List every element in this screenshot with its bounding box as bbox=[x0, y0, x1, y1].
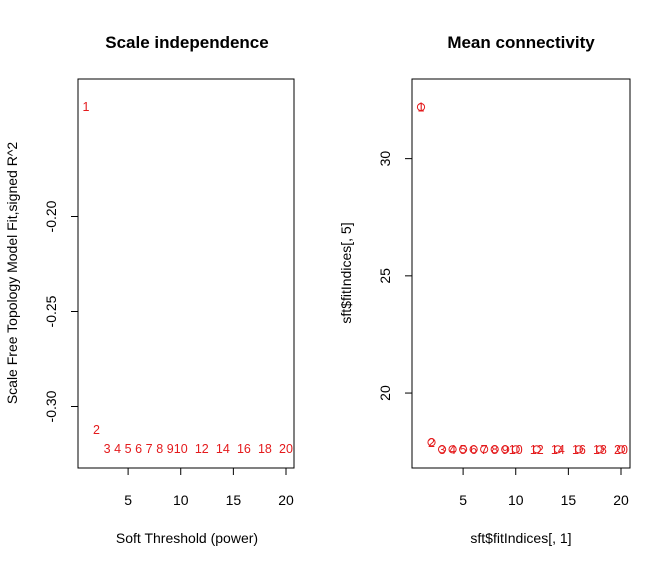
data-points: 123 4 5 6 7 8 9 10 12 14 16 18 20 bbox=[83, 100, 293, 456]
data-point-label: 10 bbox=[174, 442, 188, 456]
data-point-label: 3 bbox=[439, 443, 446, 457]
data-point-marker bbox=[553, 445, 562, 454]
data-point-marker bbox=[448, 445, 457, 454]
data-point-label: 14 bbox=[216, 442, 230, 456]
y-axis-ticks: 20 25 30 bbox=[377, 151, 413, 401]
data-point-marker bbox=[437, 445, 447, 454]
data-point-label: 14 bbox=[551, 443, 565, 457]
data-point-label: 4 bbox=[449, 443, 456, 457]
x-tick-label: 5 bbox=[459, 492, 467, 508]
x-tick-label: 10 bbox=[173, 492, 189, 508]
x-tick-label: 10 bbox=[508, 492, 524, 508]
x-tick-label: 15 bbox=[561, 492, 577, 508]
data-point-label: 9 bbox=[502, 443, 509, 457]
data-point-label: 20 bbox=[614, 443, 628, 457]
data-point-label: 5 bbox=[125, 442, 132, 456]
data-point-label: 18 bbox=[593, 443, 607, 457]
x-axis-ticks: 5 10 15 20 bbox=[124, 467, 294, 508]
x-axis-label: sft$fitIndices[, 1] bbox=[470, 530, 571, 546]
data-point-label: 5 bbox=[460, 443, 467, 457]
y-tick-label: -0.30 bbox=[43, 390, 59, 422]
data-point-label: 4 bbox=[114, 442, 121, 456]
data-point-label: 7 bbox=[146, 442, 153, 456]
x-tick-label: 20 bbox=[278, 492, 294, 508]
data-point-label: 1 bbox=[83, 100, 90, 114]
data-point-label: 8 bbox=[156, 442, 163, 456]
data-point-label: 2 bbox=[428, 436, 435, 450]
data-point-label: 12 bbox=[195, 442, 209, 456]
y-tick-label: 30 bbox=[377, 151, 393, 167]
data-point-label: 1 bbox=[418, 101, 425, 115]
chart-title: Mean connectivity bbox=[447, 33, 595, 52]
y-tick-label: 20 bbox=[377, 385, 393, 401]
y-tick-label: 25 bbox=[377, 268, 393, 284]
data-point-marker bbox=[469, 445, 478, 454]
data-point-marker bbox=[416, 102, 426, 112]
data-point-label: 12 bbox=[530, 443, 544, 457]
data-point-label: 16 bbox=[237, 442, 251, 456]
scale-independence-panel: Scale independence Soft Threshold (power… bbox=[4, 33, 295, 546]
chart-title: Scale independence bbox=[105, 33, 268, 52]
x-tick-label: 5 bbox=[124, 492, 132, 508]
x-tick-label: 15 bbox=[226, 492, 242, 508]
data-point-marker bbox=[480, 445, 489, 454]
data-point-marker bbox=[490, 445, 499, 454]
data-point-marker bbox=[511, 445, 520, 454]
data-point-label: 6 bbox=[135, 442, 142, 456]
data-point-marker bbox=[574, 445, 583, 454]
y-axis-ticks: -0.20 -0.25 -0.30 bbox=[43, 200, 79, 422]
data-point-label: 18 bbox=[258, 442, 272, 456]
data-point-marker bbox=[532, 445, 541, 454]
data-point-label: 2 bbox=[93, 423, 100, 437]
data-point-marker bbox=[501, 445, 510, 454]
y-axis-label: sft$fitIndices[, 5] bbox=[338, 222, 354, 323]
data-point-marker bbox=[595, 445, 605, 454]
data-point-marker bbox=[616, 445, 626, 454]
data-point-label: 16 bbox=[572, 443, 586, 457]
data-point-label: 8 bbox=[491, 443, 498, 457]
data-point-label: 20 bbox=[279, 442, 293, 456]
y-axis-label: Scale Free Topology Model Fit,signed R^2 bbox=[4, 142, 20, 405]
x-tick-label: 20 bbox=[613, 492, 629, 508]
data-point-label: 3 bbox=[104, 442, 111, 456]
data-point-label: 6 bbox=[470, 443, 477, 457]
x-axis-label: Soft Threshold (power) bbox=[116, 530, 258, 546]
mean-connectivity-panel: Mean connectivity sft$fitIndices[, 1] sf… bbox=[338, 33, 631, 546]
data-point-marker bbox=[427, 438, 436, 447]
data-point-marker bbox=[459, 445, 468, 454]
data-point-label: 10 bbox=[509, 443, 523, 457]
data-point-label: 7 bbox=[481, 443, 488, 457]
y-tick-label: -0.25 bbox=[43, 295, 59, 327]
x-axis-ticks: 5 10 15 20 bbox=[459, 467, 629, 508]
y-tick-label: -0.20 bbox=[43, 200, 59, 232]
data-points: 123 4 5 6 7 8 9 10 12 14 16 18 20 bbox=[416, 101, 628, 457]
data-point-label: 9 bbox=[167, 442, 174, 456]
